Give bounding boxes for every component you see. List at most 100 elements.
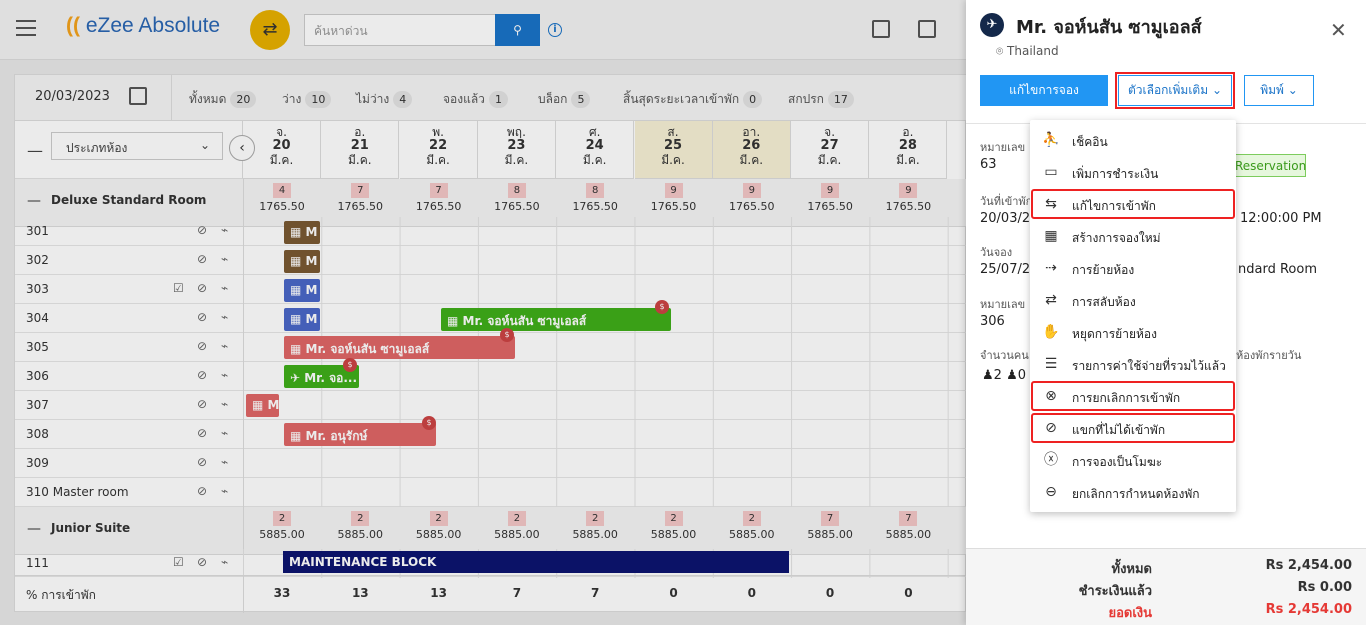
more-options-button[interactable]: ตัวเลือกเพิ่มเติม ⌄ [1115, 72, 1235, 109]
date-column-header[interactable]: ส. 25 มี.ค. [634, 121, 713, 179]
housekeeping-icon[interactable]: ⌁ [221, 252, 229, 266]
checklist-icon[interactable]: ☑ [173, 555, 184, 569]
room-cells[interactable] [243, 391, 967, 420]
booking-bar[interactable]: ▦ M [284, 250, 320, 273]
room-type-select[interactable]: ประเภทห้อง ⌄ [51, 132, 223, 160]
calendar-check-icon[interactable] [918, 20, 936, 38]
menu-item[interactable]: ⊘ แขกที่ไม่ได้เข้าพัก [1030, 412, 1236, 444]
inclusions-icon: ☰ [1044, 356, 1058, 372]
stat-vacant[interactable]: ว่าง 10 [282, 90, 332, 109]
menu-item[interactable]: ▦ สร้างการจองใหม่ [1030, 220, 1236, 252]
booking-bar[interactable]: ▦ M [284, 308, 320, 331]
room-rate: 1765.50 [494, 200, 540, 213]
field-value: 20/03/20 [980, 211, 1039, 226]
stat-due-out[interactable]: สิ้นสุดระยะเวลาเข้าพัก 0 [623, 90, 763, 109]
menu-item[interactable]: ⊖ ยกเลิกการกำหนดห้องพัก [1030, 476, 1236, 508]
checklist-icon[interactable]: ☑ [173, 281, 184, 295]
room-cells[interactable] [243, 246, 967, 275]
date-column-header[interactable]: อ. 28 มี.ค. [869, 121, 948, 179]
new-booking-icon[interactable] [872, 20, 890, 38]
menu-item[interactable]: ⛹ เช็คอิน [1030, 124, 1236, 156]
date-column-header[interactable]: จ. 27 มี.ค. [791, 121, 870, 179]
housekeeping-icon[interactable]: ⌁ [221, 339, 229, 353]
housekeeping-icon[interactable]: ⌁ [221, 281, 229, 295]
no-smoking-icon[interactable]: ⊘ [197, 397, 208, 411]
collapse-icon[interactable]: — [27, 193, 41, 209]
booking-bar[interactable]: ▦ Mr. จอห์นสัน ซามูเอลส์ [441, 308, 671, 331]
menu-icon[interactable] [16, 20, 36, 41]
search-button[interactable]: ⚲ [495, 14, 540, 46]
stat-blocked[interactable]: บล็อก 5 [538, 90, 591, 109]
menu-item[interactable]: ⓧ การจองเป็นโมฆะ [1030, 444, 1236, 476]
date-column-header[interactable]: อา. 26 มี.ค. [712, 121, 791, 179]
no-smoking-icon[interactable]: ⊘ [197, 555, 208, 569]
room-cells[interactable] [243, 275, 967, 304]
room-type-header: — ประเภทห้อง ⌄ [15, 121, 243, 179]
menu-item[interactable]: ⇆ แก้ไขการเข้าพัก [1030, 188, 1236, 220]
no-smoking-icon[interactable]: ⊘ [197, 310, 208, 324]
collapse-icon[interactable]: — [27, 521, 41, 537]
date-picker[interactable]: 20/03/2023 [15, 75, 172, 121]
date-column-header[interactable]: พฤ. 23 มี.ค. [477, 121, 556, 179]
maintenance-block[interactable]: MAINTENANCE BLOCK [283, 551, 789, 573]
logo-text: eZee Absolute [85, 14, 221, 37]
calendar-icon[interactable] [129, 87, 147, 105]
room-cells[interactable] [243, 449, 967, 478]
close-icon[interactable]: ✕ [1330, 18, 1347, 42]
housekeeping-icon[interactable]: ⌁ [221, 368, 229, 382]
housekeeping-icon[interactable]: ⌁ [221, 223, 229, 237]
housekeeping-icon[interactable]: ⌁ [221, 555, 229, 569]
menu-item[interactable]: ⇢ การย้ายห้อง [1030, 252, 1236, 284]
housekeeping-icon[interactable]: ⌁ [221, 310, 229, 324]
date-column-header[interactable]: ศ. 24 มี.ค. [556, 121, 635, 179]
no-smoking-icon[interactable]: ⊘ [197, 281, 208, 295]
current-date: 20/03/2023 [35, 89, 110, 104]
booking-bar[interactable]: ▦ Mr. จอห์นสัน ซามูเอลส์ [284, 336, 515, 359]
booking-bar[interactable]: ▦ M [284, 221, 320, 244]
edit-booking-button[interactable]: แก้ไขการจอง [980, 75, 1108, 106]
no-smoking-icon[interactable]: ⊘ [197, 252, 208, 266]
room-cells[interactable] [243, 478, 967, 507]
app-logo[interactable]: (( eZee Absolute [66, 14, 221, 37]
no-smoking-icon[interactable]: ⊘ [197, 484, 208, 498]
booking-bar[interactable]: ▦ Mr. อนุรักษ์ [284, 423, 436, 446]
date-column-header[interactable]: อ. 21 มี.ค. [321, 121, 400, 179]
booking-label: M [305, 225, 318, 239]
stat-reserved[interactable]: จองแล้ว 1 [443, 90, 508, 109]
no-smoking-icon[interactable]: ⊘ [197, 339, 208, 353]
booking-bar[interactable]: ▦ M [284, 279, 320, 302]
search-input[interactable]: ค้นหาด่วน [304, 14, 496, 46]
no-smoking-icon[interactable]: ⊘ [197, 455, 208, 469]
menu-item[interactable]: ⊗ การยกเลิกการเข้าพัก [1030, 380, 1236, 412]
collapse-icon[interactable]: — [27, 141, 43, 160]
stat-total[interactable]: ทั้งหมด 20 [189, 90, 257, 109]
housekeeping-icon[interactable]: ⌁ [221, 397, 229, 411]
date-column-header[interactable]: พ. 22 มี.ค. [399, 121, 478, 179]
no-smoking-icon[interactable]: ⊘ [197, 426, 208, 440]
menu-item-label: หยุดการย้ายห้อง [1072, 327, 1157, 341]
room-cells[interactable] [243, 217, 967, 246]
stat-occupied[interactable]: ไม่ว่าง 4 [356, 90, 413, 109]
shuffle-icon[interactable]: ⇄ [250, 10, 290, 50]
occupancy-label: % การเข้าพัก [26, 588, 96, 602]
menu-item[interactable]: ☰ รายการค่าใช้จ่ายที่รวมไว้แล้ว [1030, 348, 1236, 380]
room-cells[interactable] [243, 362, 967, 391]
booking-bar[interactable]: ▦ M [246, 394, 279, 417]
overlay-dim[interactable] [0, 0, 966, 625]
menu-item[interactable]: ✋ หยุดการย้ายห้อง [1030, 316, 1236, 348]
menu-item[interactable]: ▭ เพิ่มการชำระเงิน [1030, 156, 1236, 188]
menu-item[interactable]: ⇄ การสลับห้อง [1030, 284, 1236, 316]
prev-dates-button[interactable]: ‹ [229, 135, 255, 161]
print-button[interactable]: พิมพ์ ⌄ [1244, 75, 1314, 106]
date-column-header[interactable]: จ. 20 มี.ค. [243, 121, 321, 179]
housekeeping-icon[interactable]: ⌁ [221, 426, 229, 440]
menu-item-label: การจองเป็นโมฆะ [1072, 455, 1163, 469]
booking-bar[interactable]: ✈ Mr. จอ... [284, 365, 359, 388]
balance-value: Rs 2,454.00 [1265, 602, 1352, 617]
housekeeping-icon[interactable]: ⌁ [221, 484, 229, 498]
no-smoking-icon[interactable]: ⊘ [197, 368, 208, 382]
info-icon[interactable]: i [548, 23, 562, 37]
stat-dirty[interactable]: สกปรก 17 [788, 90, 854, 109]
no-smoking-icon[interactable]: ⊘ [197, 223, 208, 237]
housekeeping-icon[interactable]: ⌁ [221, 455, 229, 469]
